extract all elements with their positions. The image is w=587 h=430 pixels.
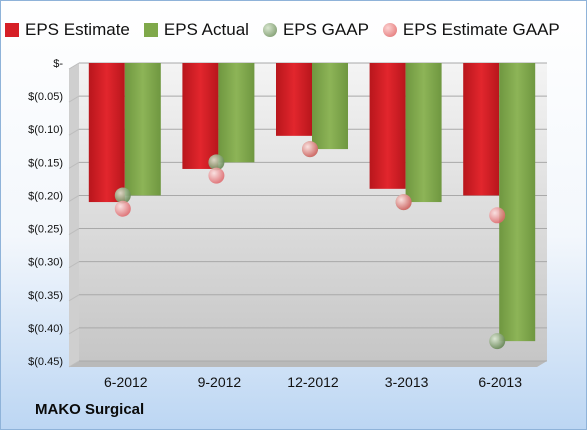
y-tick-label: $(0.35) — [28, 290, 63, 302]
legend-swatch-eps-actual — [143, 23, 158, 37]
plot-side-wall — [69, 63, 79, 367]
bar-eps-estimate — [463, 63, 500, 196]
legend-swatch-eps-estimate-gaap — [382, 23, 397, 37]
y-tick-label: $(0.20) — [28, 190, 63, 202]
point-eps-estimate-gaap — [114, 200, 131, 217]
bar-eps-actual — [124, 63, 161, 196]
gridline-wall — [68, 360, 80, 368]
bar-eps-actual — [405, 63, 442, 203]
bar-eps-estimate — [369, 63, 406, 189]
gridline-wall — [68, 327, 80, 335]
legend-item-eps-gaap: EPS GAAP — [262, 20, 369, 40]
bar-eps-estimate — [182, 63, 219, 169]
point-eps-gaap — [489, 333, 506, 350]
point-eps-gaap — [208, 154, 225, 171]
bar-eps-estimate — [88, 63, 125, 203]
x-tick-label: 6-2013 — [478, 374, 522, 390]
y-tick-label: $(0.25) — [28, 224, 63, 236]
point-eps-estimate-gaap — [395, 194, 412, 211]
x-tick-label: 9-2012 — [198, 374, 242, 390]
point-eps-gaap — [114, 187, 131, 204]
gridline-wall — [68, 62, 80, 70]
legend-label-eps-estimate-gaap: EPS Estimate GAAP — [402, 20, 560, 39]
gridline-wall — [68, 261, 80, 269]
point-eps-estimate-gaap — [302, 141, 318, 158]
y-tick-label: $(0.10) — [28, 124, 63, 136]
gridline-wall — [68, 128, 80, 136]
y-tick-label: $(0.05) — [28, 91, 63, 103]
bar-eps-actual — [312, 63, 348, 150]
legend-swatch-eps-estimate — [5, 23, 19, 37]
y-tick-label: $(0.15) — [28, 157, 63, 169]
legend-item-eps-estimate: EPS Estimate — [5, 20, 130, 40]
gridline-wall — [68, 161, 80, 169]
point-eps-estimate-gaap — [208, 167, 225, 184]
legend-label-eps-gaap: EPS GAAP — [282, 20, 369, 39]
gridline-wall — [68, 195, 80, 202]
y-tick-label: $(0.45) — [28, 356, 63, 368]
legend: EPS Estimate EPS Actual EPS GAAP EPS Est… — [5, 17, 585, 43]
y-tick-label: $(0.40) — [28, 323, 63, 335]
y-tick-label: $(0.30) — [28, 257, 63, 269]
x-tick-label: 12-2012 — [287, 374, 339, 390]
gridline-wall — [68, 228, 80, 235]
legend-item-eps-estimate-gaap: EPS Estimate GAAP — [382, 20, 560, 40]
bar-eps-estimate — [276, 63, 312, 136]
y-tick-label: $- — [53, 58, 63, 70]
x-tick-label: 6-2012 — [104, 374, 148, 390]
legend-label-eps-actual: EPS Actual — [163, 20, 249, 39]
x-tick-label: 3-2013 — [385, 374, 429, 390]
legend-swatch-eps-gaap — [262, 23, 277, 37]
legend-label-eps-estimate: EPS Estimate — [25, 20, 130, 39]
gridline-wall — [68, 95, 80, 103]
plot-floor — [69, 361, 547, 367]
bar-eps-actual — [218, 63, 255, 163]
bar-eps-actual — [499, 63, 536, 342]
legend-item-eps-actual: EPS Actual — [143, 20, 249, 40]
company-name: MAKO Surgical — [35, 401, 145, 418]
point-eps-estimate-gaap — [489, 207, 506, 224]
gridline-wall — [68, 294, 80, 302]
